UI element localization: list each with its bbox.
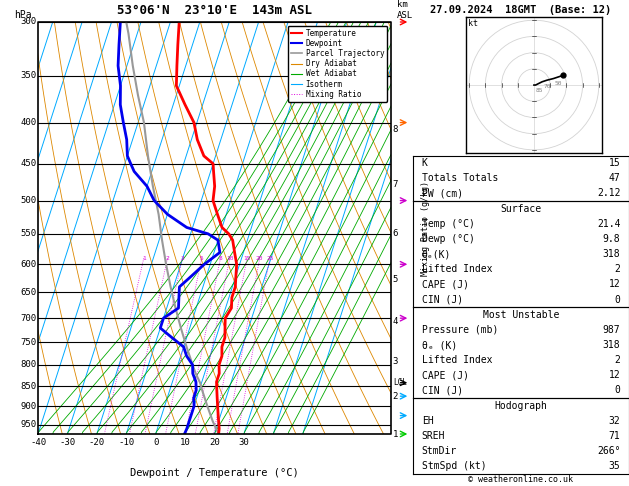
Text: 2: 2 xyxy=(165,256,169,261)
Text: StmDir: StmDir xyxy=(421,446,457,456)
Text: 70: 70 xyxy=(543,84,551,89)
Legend: Temperature, Dewpoint, Parcel Trajectory, Dry Adiabat, Wet Adiabat, Isotherm, Mi: Temperature, Dewpoint, Parcel Trajectory… xyxy=(288,26,387,102)
Text: 30: 30 xyxy=(238,438,249,447)
Text: Hodograph: Hodograph xyxy=(494,400,547,411)
Text: 0: 0 xyxy=(615,385,620,396)
Text: 800: 800 xyxy=(20,360,36,369)
Text: 5: 5 xyxy=(392,275,398,284)
Text: 900: 900 xyxy=(20,401,36,411)
Text: SREH: SREH xyxy=(421,431,445,441)
Text: 1: 1 xyxy=(142,256,145,261)
Text: Lifted Index: Lifted Index xyxy=(421,264,492,274)
Text: 50: 50 xyxy=(555,81,562,86)
Text: 10: 10 xyxy=(226,256,233,261)
Text: 300: 300 xyxy=(20,17,36,27)
Text: 4: 4 xyxy=(392,317,398,326)
Text: 25: 25 xyxy=(266,256,274,261)
Text: 6: 6 xyxy=(392,229,398,238)
Text: 2: 2 xyxy=(615,264,620,274)
Text: CAPE (J): CAPE (J) xyxy=(421,370,469,381)
Text: 987: 987 xyxy=(603,325,620,335)
Text: 12: 12 xyxy=(609,370,620,381)
Text: EH: EH xyxy=(421,416,433,426)
Text: 0: 0 xyxy=(615,295,620,305)
Text: Pressure (mb): Pressure (mb) xyxy=(421,325,498,335)
Text: 85: 85 xyxy=(535,87,543,92)
Text: km
ASL: km ASL xyxy=(398,0,413,19)
Text: 2: 2 xyxy=(392,392,398,400)
Text: 8: 8 xyxy=(392,125,398,134)
Text: 1: 1 xyxy=(392,430,398,439)
Text: 2: 2 xyxy=(615,355,620,365)
Text: Surface: Surface xyxy=(501,204,542,213)
Text: LCL: LCL xyxy=(392,378,406,387)
Text: 266°: 266° xyxy=(597,446,620,456)
Text: hPa: hPa xyxy=(14,10,31,19)
Text: 550: 550 xyxy=(20,229,36,238)
Text: 450: 450 xyxy=(20,159,36,168)
Text: -40: -40 xyxy=(30,438,46,447)
Text: θₑ (K): θₑ (K) xyxy=(421,340,457,350)
Text: 21.4: 21.4 xyxy=(597,219,620,229)
Text: Temp (°C): Temp (°C) xyxy=(421,219,474,229)
Text: 400: 400 xyxy=(20,118,36,127)
Text: CIN (J): CIN (J) xyxy=(421,385,463,396)
Text: -10: -10 xyxy=(118,438,135,447)
Text: 600: 600 xyxy=(20,260,36,269)
Text: 0: 0 xyxy=(153,438,159,447)
Text: PW (cm): PW (cm) xyxy=(421,189,463,198)
Text: 650: 650 xyxy=(20,288,36,297)
Text: 9.8: 9.8 xyxy=(603,234,620,244)
Text: θₑ(K): θₑ(K) xyxy=(421,249,451,259)
Text: 850: 850 xyxy=(20,382,36,391)
Text: 10: 10 xyxy=(180,438,191,447)
Text: Dewp (°C): Dewp (°C) xyxy=(421,234,474,244)
Text: 318: 318 xyxy=(603,340,620,350)
Text: CAPE (J): CAPE (J) xyxy=(421,279,469,289)
Text: 7: 7 xyxy=(392,180,398,189)
Text: 950: 950 xyxy=(20,420,36,430)
Text: 350: 350 xyxy=(20,71,36,80)
Text: 700: 700 xyxy=(20,313,36,323)
Text: © weatheronline.co.uk: © weatheronline.co.uk xyxy=(469,474,574,484)
Text: 15: 15 xyxy=(243,256,251,261)
Text: kt: kt xyxy=(467,18,477,28)
Text: 71: 71 xyxy=(609,431,620,441)
Text: 47: 47 xyxy=(609,173,620,183)
Text: Totals Totals: Totals Totals xyxy=(421,173,498,183)
Text: Mixing Ratio (g/kg): Mixing Ratio (g/kg) xyxy=(421,180,430,276)
Text: 750: 750 xyxy=(20,338,36,347)
Text: Lifted Index: Lifted Index xyxy=(421,355,492,365)
Text: 5: 5 xyxy=(200,256,204,261)
Text: K: K xyxy=(421,158,428,168)
Text: Most Unstable: Most Unstable xyxy=(483,310,559,320)
Text: -20: -20 xyxy=(89,438,105,447)
Text: 12: 12 xyxy=(609,279,620,289)
Text: 3: 3 xyxy=(181,256,184,261)
Text: 20: 20 xyxy=(256,256,264,261)
Text: 53°06'N  23°10'E  143m ASL: 53°06'N 23°10'E 143m ASL xyxy=(117,4,312,17)
Text: Dewpoint / Temperature (°C): Dewpoint / Temperature (°C) xyxy=(130,468,299,478)
Text: 20: 20 xyxy=(209,438,220,447)
Text: 15: 15 xyxy=(609,158,620,168)
Text: CIN (J): CIN (J) xyxy=(421,295,463,305)
Text: 2.12: 2.12 xyxy=(597,189,620,198)
Text: StmSpd (kt): StmSpd (kt) xyxy=(421,461,486,471)
Text: -30: -30 xyxy=(59,438,75,447)
Text: 8: 8 xyxy=(218,256,222,261)
Text: 35: 35 xyxy=(609,461,620,471)
Text: 318: 318 xyxy=(603,249,620,259)
Text: 3: 3 xyxy=(392,357,398,366)
Text: 32: 32 xyxy=(609,416,620,426)
Text: 500: 500 xyxy=(20,196,36,205)
Text: 27.09.2024  18GMT  (Base: 12): 27.09.2024 18GMT (Base: 12) xyxy=(430,5,611,15)
